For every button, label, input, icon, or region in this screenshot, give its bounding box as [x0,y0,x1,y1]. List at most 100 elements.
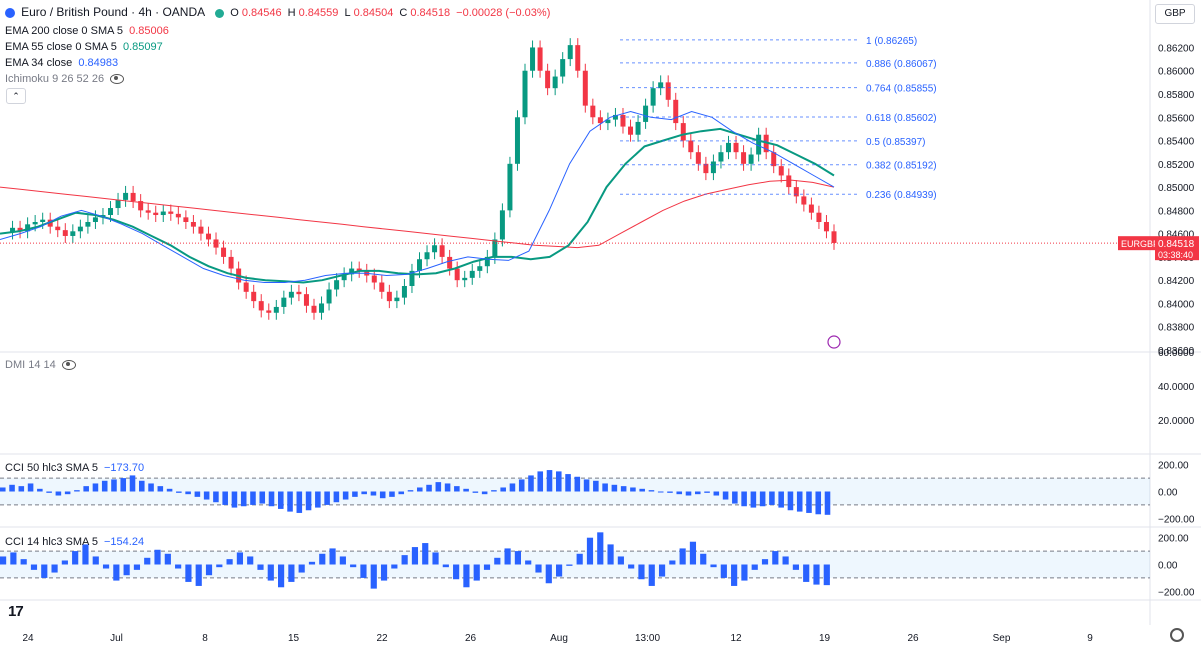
time-tick-label: 8 [202,633,208,644]
ema34-label: EMA 34 close [5,57,73,69]
symbol-title[interactable]: Euro / British Pound · 4h · OANDA [21,5,206,19]
currency-dropdown[interactable]: GBP [1155,4,1195,24]
candle-body [560,59,566,77]
cci14-bar [741,564,748,581]
candle-body [296,291,302,295]
cci50-bar [722,491,729,500]
cci14-band [0,551,1150,578]
candle-body [590,105,596,118]
candle-body [793,187,799,197]
cci14-bar [628,564,635,569]
candle-body [266,310,272,313]
candle-body [507,163,513,211]
market-status-dot [215,8,225,18]
cci50-bar [667,491,673,493]
candle-body [725,142,731,153]
ema34-line [0,110,835,283]
cci14-legend[interactable]: CCI 14 hlc3 SMA 5 −154.24 [5,535,147,549]
candle-body [695,152,701,164]
cci50-bar [556,471,562,492]
ema200-line [0,179,835,249]
tradingview-logo[interactable]: 17 [8,603,24,620]
ichimoku-legend[interactable]: Ichimoku 9 26 52 26 [5,72,127,86]
candle-body [108,208,114,216]
dmi-tick-label: 20.0000 [1158,416,1195,427]
ema200-legend[interactable]: EMA 200 close 0 SMA 5 0.85006 [5,24,172,38]
candle-body [748,154,754,164]
fib-level-label: 0.236 (0.84939) [866,190,937,201]
ichimoku-label: Ichimoku 9 26 52 26 [5,73,105,85]
candle-body [25,224,31,232]
cci14-bar [545,564,552,584]
cci50-bar [454,486,460,492]
candle-body [635,121,641,135]
fib-level-label: 0.382 (0.85192) [866,161,937,172]
candle-body [251,291,257,302]
cci14-bar [133,564,141,570]
cci50-bar [342,491,349,500]
cci14-bar [401,555,408,565]
cci50-bar [231,491,238,508]
fib-level-label: 0.764 (0.85855) [866,84,937,95]
fib-level-label: 0.5 (0.85397) [866,137,926,148]
cci14-bar [185,564,192,582]
cci50-bar [46,491,52,493]
candle-body [605,119,611,124]
cci50-bar [296,491,303,513]
candle-body [281,297,287,307]
cci14-bar [566,564,573,566]
cci50-bar [648,490,655,492]
cci14-tick-label: 200.00 [1158,534,1189,545]
cci14-bar [226,559,233,565]
open-value: 0.84546 [241,7,282,19]
ema34-legend[interactable]: EMA 34 close 0.84983 [5,56,121,70]
cci14-bar [102,564,110,569]
cci50-bar [463,488,469,492]
candle-body [17,227,23,232]
cci14-bar [617,556,624,565]
settings-icon[interactable] [1170,628,1184,642]
cci50-bar [37,488,43,492]
candle-body [334,280,340,290]
cci14-bar [92,556,99,565]
cci50-legend[interactable]: CCI 50 hlc3 SMA 5 −173.70 [5,461,147,475]
cci50-bar [333,491,340,503]
cci50-tick-label: −200.00 [1158,514,1195,525]
time-tick-label: 15 [288,633,300,644]
candle-body [70,231,76,236]
candle-body [499,210,505,240]
cci50-bar [444,483,451,492]
candle-body [85,222,91,227]
dmi-legend[interactable]: DMI 14 14 [5,358,79,372]
cci50-bar [593,480,599,492]
ema55-legend[interactable]: EMA 55 close 0 SMA 5 0.85097 [5,40,166,54]
cci50-bar [389,491,395,497]
candle-body [10,227,16,233]
change-value: −0.00028 (−0.03%) [456,7,551,19]
cci14-bar [494,557,501,565]
cci14-bar [288,564,295,582]
collapse-icon[interactable]: ⌃ [6,88,26,104]
dmi-label: DMI 14 14 [5,359,56,371]
eye-icon[interactable] [110,74,125,85]
candle-body [756,134,762,155]
cci14-tick-label: 0.00 [1158,561,1178,572]
cci14-bar [380,564,388,581]
cci50-bar [537,471,544,492]
eye-icon[interactable] [61,360,76,371]
cci50-bar [741,491,747,507]
cci50-bar [426,484,432,492]
time-tick-label: 24 [22,633,34,644]
candle-body [228,256,234,269]
cci14-bar [360,564,367,578]
close-label: C [399,7,408,19]
time-tick-label: Jul [110,633,123,644]
cci50-bar [759,491,766,507]
symbol-tag-label: EURGBP [1121,239,1159,249]
ema55-value: 0.85097 [122,41,163,53]
cci14-bar [751,564,758,570]
price-tick-label: 0.84800 [1158,206,1195,217]
cci50-bar [278,491,284,509]
cci14-bar [731,564,738,586]
